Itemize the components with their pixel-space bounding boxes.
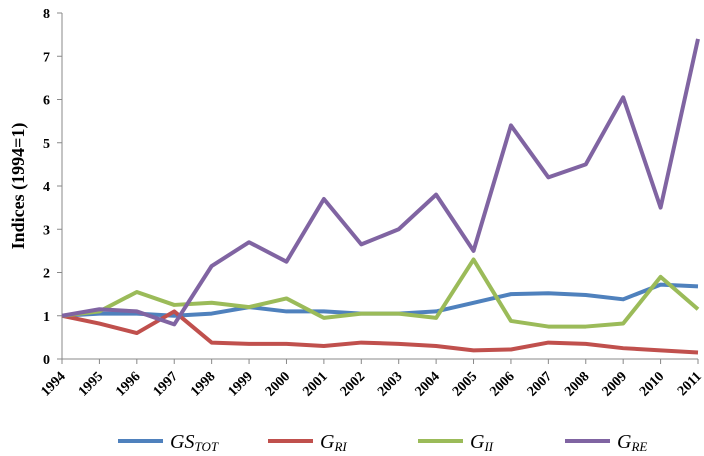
- x-tick-label: 2007: [525, 369, 555, 399]
- y-tick-label: 6: [43, 94, 50, 109]
- legend-label: GII: [470, 431, 494, 454]
- x-tick-label: 2011: [675, 369, 704, 399]
- x-tick-label: 1994: [38, 369, 68, 399]
- x-tick-label: 2000: [263, 369, 293, 399]
- x-tick-label: 2010: [637, 369, 667, 399]
- legend-label: GRE: [617, 431, 647, 454]
- y-tick-label: 4: [43, 180, 50, 195]
- y-tick-label: 5: [43, 137, 50, 152]
- x-tick-label: 1997: [151, 369, 181, 399]
- y-tick-label: 7: [43, 50, 50, 65]
- y-tick-label: 2: [43, 267, 50, 282]
- legend-subscript: TOT: [194, 439, 218, 454]
- x-tick-label: 1998: [188, 369, 218, 399]
- series-line: [61, 257, 700, 329]
- x-tick-label: 2002: [338, 369, 368, 399]
- series-line: [61, 38, 700, 327]
- legend-subscript: RE: [630, 439, 647, 454]
- legend-name: G: [617, 431, 632, 453]
- x-tick-label: 1995: [76, 369, 106, 399]
- legend-subscript: RI: [333, 439, 347, 454]
- x-tick-label: 2003: [375, 369, 405, 399]
- legend-name: G: [470, 431, 485, 453]
- legend-label: GRI: [320, 431, 347, 454]
- x-tick-label: 2006: [487, 369, 517, 399]
- x-tick-label: 2001: [300, 369, 330, 399]
- y-tick-label: 3: [43, 223, 50, 238]
- legend-label: GSTOT: [170, 431, 219, 454]
- x-tick-label: 1996: [113, 369, 143, 399]
- legend-name: G: [320, 431, 335, 453]
- x-tick-label: 2009: [600, 369, 630, 399]
- series-line: [61, 309, 699, 355]
- y-tick-label: 0: [43, 353, 50, 368]
- y-axis-label: Indices (1994=1): [8, 123, 29, 250]
- y-tick-label: 1: [43, 310, 50, 325]
- y-tick-label: 8: [43, 7, 50, 22]
- x-tick-label: 2005: [450, 369, 480, 399]
- x-tick-label: 2008: [562, 369, 592, 399]
- legend-name: GS: [170, 431, 194, 453]
- legend-subscript: II: [483, 439, 493, 454]
- x-tick-label: 2004: [413, 369, 443, 399]
- x-tick-label: 1999: [225, 369, 255, 399]
